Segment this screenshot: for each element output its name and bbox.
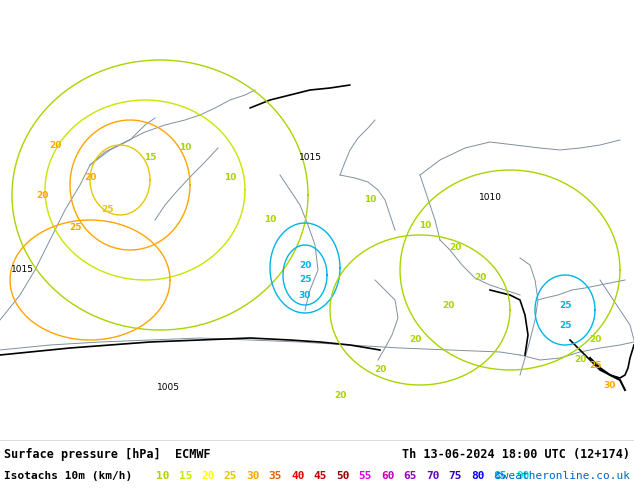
Text: Surface pressure [hPa]  ECMWF: Surface pressure [hPa] ECMWF: [4, 447, 210, 461]
Text: 15: 15: [179, 471, 192, 481]
Text: 70: 70: [426, 471, 439, 481]
Text: 20: 20: [474, 273, 486, 283]
Text: 10: 10: [224, 173, 236, 182]
Text: 10: 10: [364, 196, 376, 204]
Text: 15: 15: [144, 153, 156, 163]
Text: 40: 40: [291, 471, 304, 481]
Text: 30: 30: [246, 471, 259, 481]
Text: 25: 25: [299, 275, 311, 285]
Text: 25: 25: [224, 471, 237, 481]
Text: 80: 80: [471, 471, 484, 481]
Text: 65: 65: [403, 471, 417, 481]
Text: 20: 20: [49, 141, 61, 149]
Text: 90: 90: [516, 471, 529, 481]
Text: 30: 30: [299, 291, 311, 299]
Text: Isotachs 10m (km/h): Isotachs 10m (km/h): [4, 471, 133, 481]
Text: 85: 85: [493, 471, 507, 481]
Text: 25: 25: [589, 361, 601, 369]
Text: 20: 20: [374, 366, 386, 374]
Text: 1005: 1005: [157, 384, 179, 392]
Text: 10: 10: [419, 220, 431, 229]
Text: 75: 75: [448, 471, 462, 481]
Text: 25: 25: [101, 205, 114, 215]
Text: 60: 60: [381, 471, 394, 481]
Text: 25: 25: [68, 223, 81, 232]
Text: 10: 10: [264, 216, 276, 224]
Text: 10: 10: [156, 471, 169, 481]
Text: 30: 30: [604, 381, 616, 390]
Text: 20: 20: [334, 391, 346, 399]
Text: 20: 20: [409, 336, 421, 344]
Text: Th 13-06-2024 18:00 UTC (12+174): Th 13-06-2024 18:00 UTC (12+174): [402, 447, 630, 461]
Text: 1010: 1010: [479, 194, 501, 202]
Text: 20: 20: [299, 261, 311, 270]
Text: 20: 20: [574, 356, 586, 365]
Text: 1015: 1015: [299, 153, 321, 163]
Text: 50: 50: [336, 471, 349, 481]
Text: 20: 20: [449, 244, 461, 252]
Text: 20: 20: [201, 471, 214, 481]
Text: 45: 45: [313, 471, 327, 481]
Text: 1015: 1015: [11, 266, 34, 274]
Text: ©weatheronline.co.uk: ©weatheronline.co.uk: [495, 471, 630, 481]
Text: 25: 25: [559, 300, 571, 310]
Text: 25: 25: [559, 320, 571, 329]
Text: 55: 55: [358, 471, 372, 481]
Text: 10: 10: [179, 144, 191, 152]
Text: 20: 20: [442, 300, 454, 310]
Text: 20: 20: [36, 191, 48, 199]
Text: 35: 35: [269, 471, 282, 481]
Text: 20: 20: [84, 173, 96, 182]
Text: 20: 20: [589, 336, 601, 344]
